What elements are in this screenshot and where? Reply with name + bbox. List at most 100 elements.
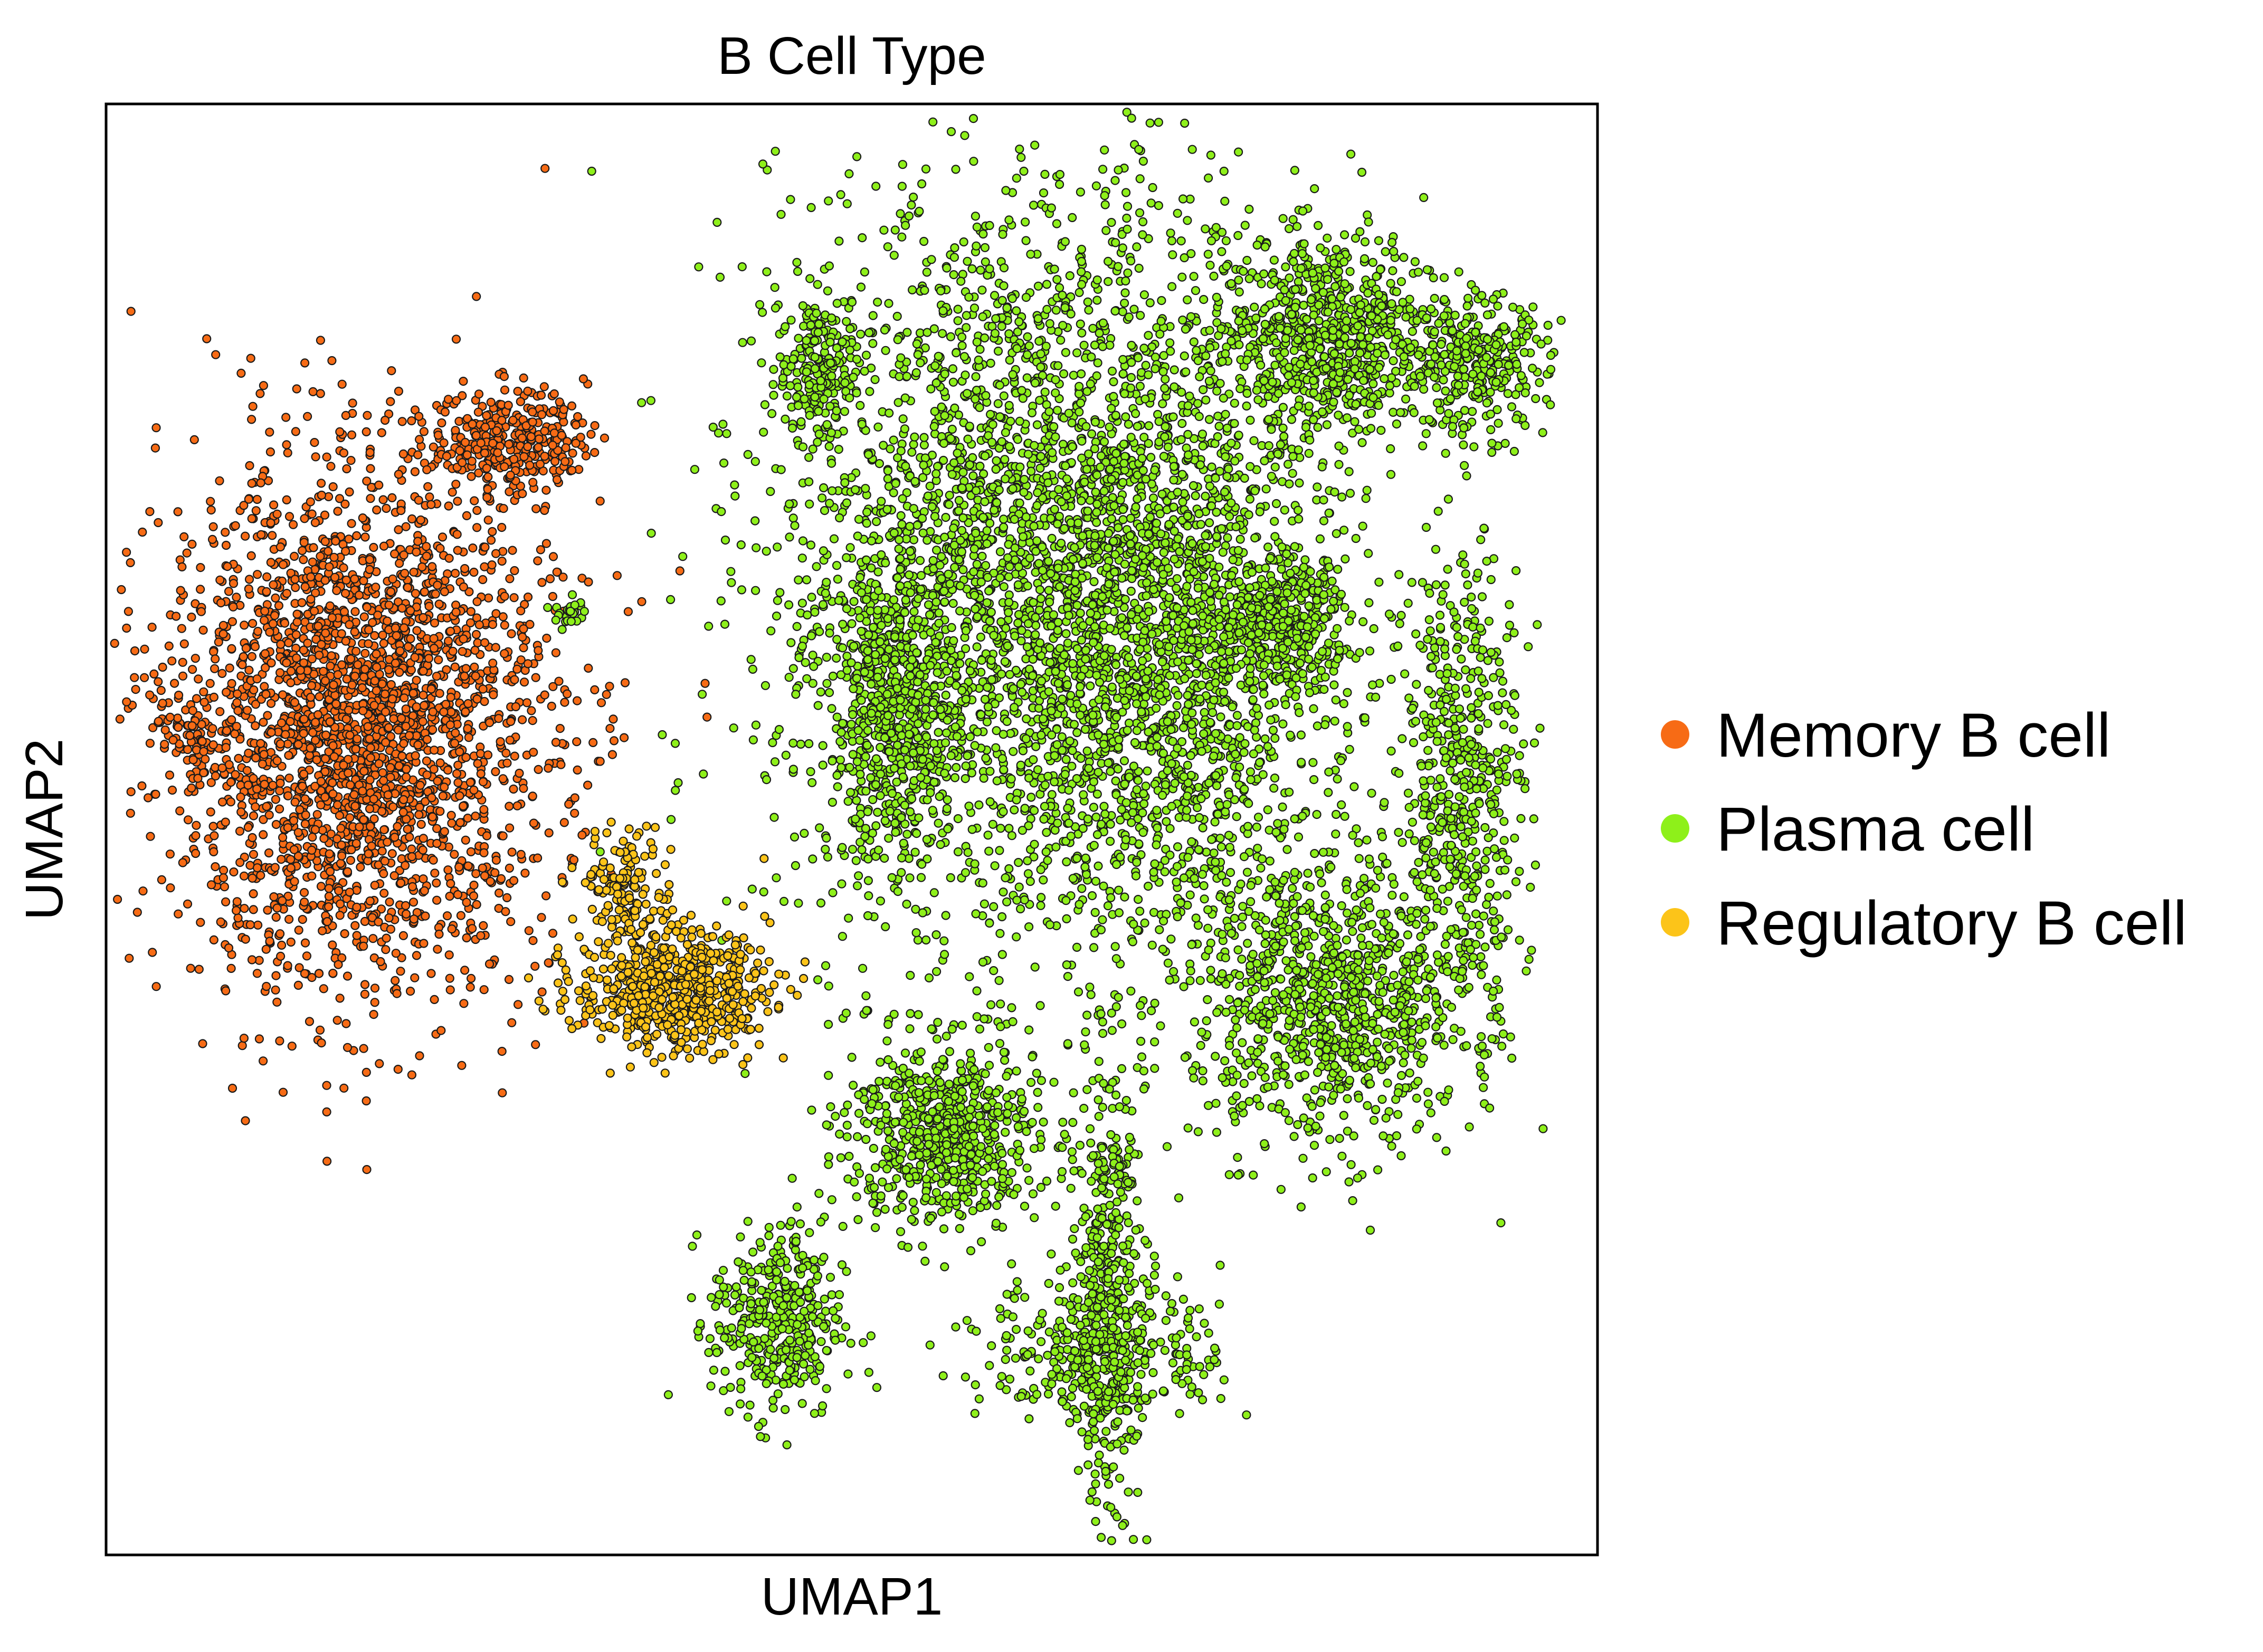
data-point [335,811,345,820]
data-point [1123,202,1133,211]
data-point [487,560,497,570]
data-point [320,576,330,585]
data-point [430,618,440,628]
data-point [978,229,988,239]
data-point [583,780,593,790]
data-point [245,920,255,930]
data-point [154,677,163,686]
data-point [480,871,490,881]
data-point [217,669,227,679]
data-point [175,806,185,816]
data-point [444,950,454,960]
data-point [277,718,287,728]
data-point [772,873,781,883]
data-point [549,389,559,399]
data-point [977,655,986,665]
data-point [1075,288,1084,298]
data-point [509,784,518,794]
series-memory-b-cell [110,164,712,1174]
data-point [1394,570,1404,579]
data-point [461,664,471,673]
data-point [472,597,482,606]
data-point [578,374,588,384]
data-point [584,663,593,673]
data-point [993,399,1003,408]
data-point [339,607,349,617]
data-point [845,543,855,552]
data-point [1047,533,1057,543]
data-point [472,900,481,910]
data-point [573,412,583,422]
data-point [328,741,338,750]
data-point [1278,423,1288,433]
data-point [211,862,220,872]
data-point [590,447,600,457]
data-point [126,307,136,316]
data-point [1099,437,1109,446]
data-point [403,583,413,593]
data-point [571,420,581,430]
data-point [1193,399,1203,408]
data-point [953,847,963,857]
data-point [1023,869,1033,878]
data-point [269,580,278,589]
data-point [421,911,430,921]
data-point [232,593,241,602]
data-point [463,699,473,709]
data-point [972,642,982,652]
data-point [262,572,272,582]
data-point [1343,687,1352,698]
data-point [191,654,200,663]
data-point [289,551,299,561]
data-point [306,743,315,753]
data-point [595,847,605,857]
data-point [199,747,208,756]
data-point [1113,764,1123,774]
data-point [231,521,240,530]
data-point [775,588,785,597]
data-point [243,705,252,715]
data-point [1251,718,1261,728]
data-point [558,572,568,582]
data-point [972,337,982,347]
data-point [540,452,549,461]
data-point [394,470,403,479]
data-point [547,701,556,711]
data-point [515,768,524,778]
data-point [247,514,256,523]
data-point [157,875,166,885]
data-point [1161,375,1170,384]
data-point [197,737,207,746]
data-point [411,751,420,760]
data-point [377,807,387,816]
data-point [339,1083,349,1093]
data-point [981,753,991,763]
data-point [265,627,274,637]
data-point [123,607,133,616]
data-point [429,746,439,755]
data-point [348,398,357,408]
data-point [1098,165,1108,174]
data-point [482,493,492,502]
data-point [365,555,375,565]
data-point [727,578,736,587]
data-point [140,644,149,654]
data-point [555,723,565,733]
data-point [513,1000,523,1009]
data-point [353,734,362,743]
data-point [345,487,354,497]
data-point [277,940,287,950]
data-point [1294,505,1303,515]
data-point [252,674,262,684]
data-point [719,458,729,468]
data-point [295,805,305,815]
data-point [405,986,415,996]
data-point [605,723,615,733]
data-point [132,908,142,917]
data-point [446,810,456,820]
data-point [332,1016,342,1025]
data-point [533,853,543,863]
data-point [478,575,488,585]
data-point [320,537,330,546]
data-point [266,558,275,567]
